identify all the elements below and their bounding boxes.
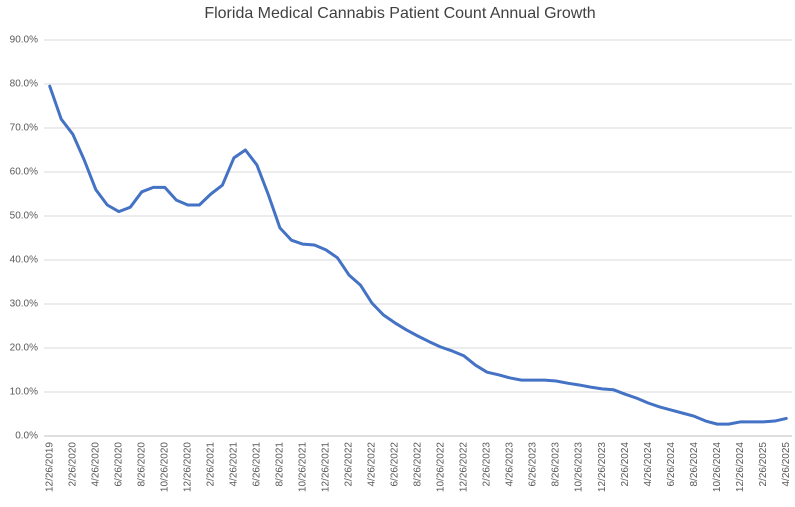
x-tick-label: 2/26/2020 — [67, 442, 78, 487]
x-tick-label: 10/26/2021 — [298, 442, 309, 492]
y-tick-label: 80.0% — [10, 79, 38, 90]
x-tick-label: 6/26/2020 — [113, 442, 124, 487]
x-tick-label: 6/26/2022 — [390, 442, 401, 487]
x-tick-label: 12/26/2022 — [459, 442, 470, 492]
x-tick-label: 4/26/2024 — [643, 442, 654, 487]
x-tick-label: 4/26/2021 — [229, 442, 240, 487]
x-tick-label: 10/26/2023 — [574, 442, 585, 492]
x-tick-label: 10/26/2022 — [436, 442, 447, 492]
x-tick-label: 4/26/2025 — [781, 442, 792, 487]
x-tick-label: 12/26/2020 — [182, 442, 193, 492]
x-tick-label: 6/26/2021 — [252, 442, 263, 487]
x-tick-label: 4/26/2023 — [505, 442, 516, 487]
y-tick-label: 90.0% — [10, 35, 38, 46]
y-tick-label: 10.0% — [10, 387, 38, 398]
x-tick-label: 2/26/2023 — [482, 442, 493, 487]
y-tick-label: 70.0% — [10, 123, 38, 134]
x-tick-label: 8/26/2022 — [413, 442, 424, 487]
x-tick-label: 8/26/2020 — [136, 442, 147, 487]
x-tick-label: 8/26/2024 — [689, 442, 700, 487]
data-line — [48, 84, 788, 426]
y-tick-label: 60.0% — [10, 167, 38, 178]
chart-title: Florida Medical Cannabis Patient Count A… — [204, 5, 595, 22]
x-tick-label: 10/26/2024 — [712, 442, 723, 492]
x-tick-label: 10/26/2020 — [159, 442, 170, 492]
x-tick-label: 4/26/2022 — [367, 442, 378, 487]
x-tick-label: 2/26/2021 — [206, 442, 217, 487]
x-tick-label: 6/26/2024 — [666, 442, 677, 487]
x-tick-label: 12/26/2024 — [735, 442, 746, 492]
x-tick-label: 4/26/2020 — [90, 442, 101, 487]
x-tick-label: 2/26/2025 — [758, 442, 769, 487]
x-tick-label: 12/26/2021 — [321, 442, 332, 492]
y-tick-label: 50.0% — [10, 211, 38, 222]
y-tick-label: 0.0% — [15, 431, 38, 442]
y-tick-label: 30.0% — [10, 299, 38, 310]
x-tick-label: 8/26/2021 — [275, 442, 286, 487]
y-tick-label: 20.0% — [10, 343, 38, 354]
x-tick-label: 6/26/2023 — [528, 442, 539, 487]
x-tick-label: 12/26/2019 — [44, 442, 55, 492]
y-tick-label: 40.0% — [10, 255, 38, 266]
x-tick-label: 2/26/2024 — [620, 442, 631, 487]
x-tick-label: 8/26/2023 — [551, 442, 562, 487]
x-tick-label: 2/26/2022 — [344, 442, 355, 487]
x-tick-label: 12/26/2023 — [597, 442, 608, 492]
